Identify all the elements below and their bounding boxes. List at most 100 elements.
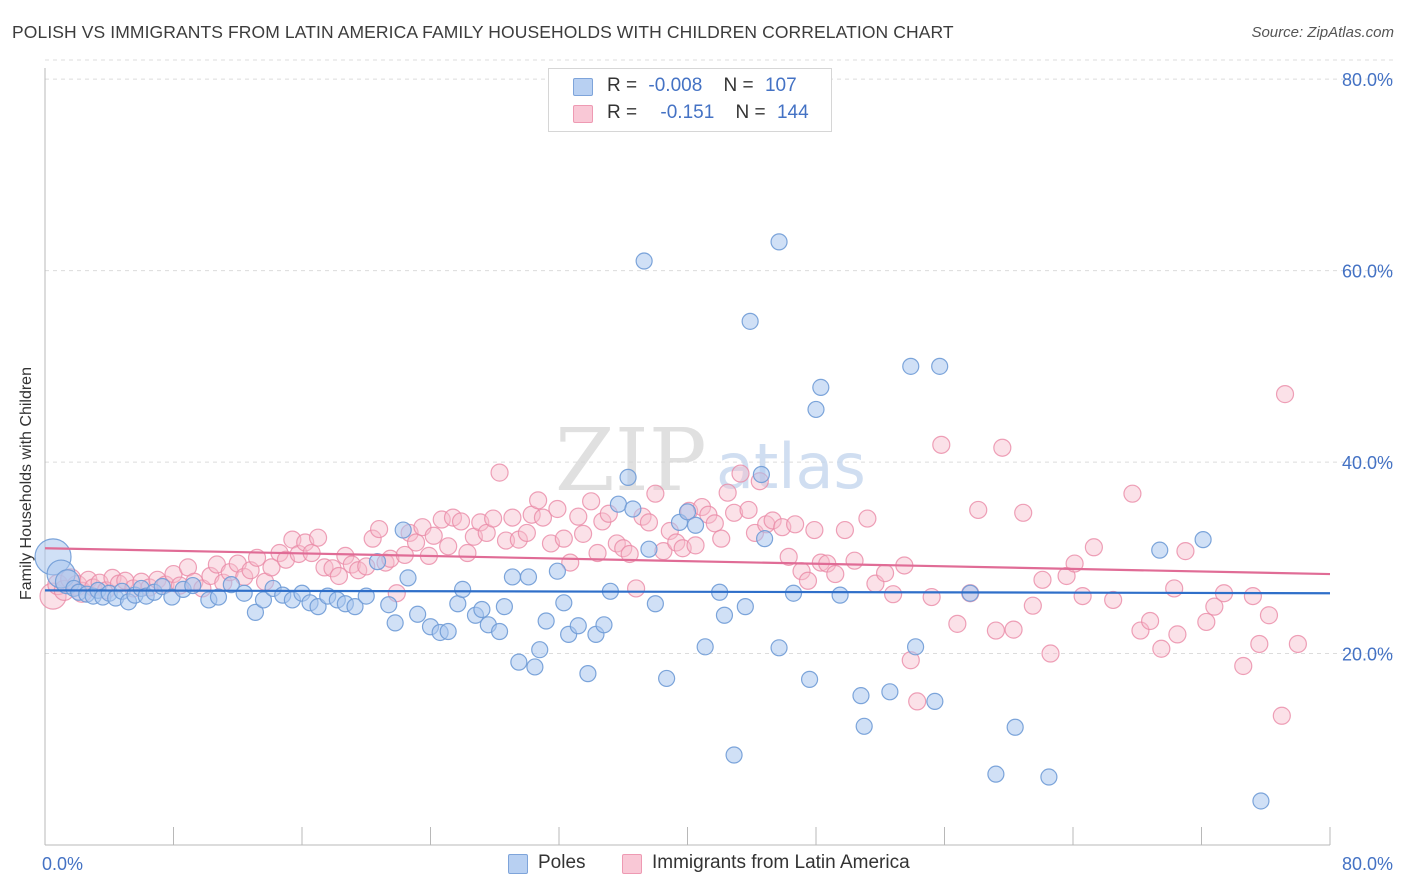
- poles-point: [184, 576, 202, 595]
- latin-point: [718, 483, 737, 502]
- latin-point: [948, 614, 967, 633]
- y-tick-label: 80.0%: [1342, 70, 1393, 90]
- poles-point: [246, 603, 265, 621]
- poles-point: [386, 614, 404, 632]
- trend-line-poles: [44, 589, 1331, 595]
- legend-r-label: R =: [607, 75, 638, 96]
- latin-point: [517, 523, 536, 543]
- y-tick-label: 20.0%: [1342, 645, 1393, 665]
- y-tick-label: 60.0%: [1342, 262, 1393, 282]
- poles-point: [646, 595, 664, 613]
- poles-point: [624, 500, 642, 518]
- poles-point: [906, 638, 925, 656]
- latin-point: [835, 520, 855, 540]
- poles-point: [752, 465, 770, 484]
- latin-point: [262, 558, 281, 577]
- poles-point: [696, 638, 714, 656]
- x-tick-label: 80.0%: [1342, 854, 1393, 874]
- poles-point: [222, 576, 240, 594]
- latin-point: [1123, 484, 1142, 503]
- latin-point: [883, 585, 903, 604]
- poles-point: [1040, 768, 1058, 786]
- latin-point: [1014, 503, 1033, 522]
- latin-point: [986, 621, 1006, 640]
- latin-point: [626, 579, 646, 598]
- latin-point: [686, 536, 705, 555]
- poles-point: [715, 606, 734, 624]
- latin-point: [1205, 597, 1224, 616]
- latin-point: [1272, 706, 1291, 725]
- latin-point: [1033, 570, 1052, 589]
- watermark-zip: ZIP: [555, 411, 707, 511]
- poles-point: [579, 665, 597, 683]
- poles-point: [902, 357, 920, 375]
- poles-point: [368, 553, 387, 571]
- poles-point: [526, 658, 544, 676]
- poles-point: [755, 530, 774, 548]
- legend-n-value: 144: [776, 102, 809, 123]
- latin-point: [484, 509, 503, 528]
- legend-swatch-poles: [573, 78, 593, 96]
- poles-point: [531, 641, 549, 659]
- latin-point: [786, 515, 805, 534]
- poles-point: [800, 670, 819, 688]
- latin-point: [1073, 586, 1092, 606]
- poles-point: [503, 568, 522, 586]
- latin-point: [406, 533, 426, 552]
- poles-point: [770, 639, 788, 657]
- poles-point: [1151, 541, 1169, 559]
- watermark: ZIP atlas: [555, 411, 866, 511]
- poles-point: [454, 580, 472, 598]
- latin-point: [573, 524, 593, 543]
- legend-r-label: R =: [607, 102, 638, 123]
- x-tick-label: 0.0%: [42, 854, 83, 874]
- watermark-atlas: atlas: [716, 430, 866, 503]
- poles-point: [635, 252, 653, 270]
- latin-point: [724, 503, 744, 522]
- poles-point: [609, 495, 628, 513]
- latin-point: [932, 435, 951, 454]
- tick-labels: 20.0% 40.0% 60.0% 80.0% 0.0% 80.0%: [42, 70, 1393, 874]
- poles-point: [490, 622, 509, 641]
- latin-point: [1288, 634, 1307, 654]
- latin-point: [424, 526, 443, 545]
- legend-r-value: -0.008: [648, 75, 703, 96]
- poles-point: [831, 586, 849, 604]
- poles-point: [595, 616, 613, 634]
- axes: [44, 68, 1331, 846]
- y-tick-label: 40.0%: [1342, 453, 1393, 473]
- latin-point: [588, 543, 607, 563]
- poles-point: [812, 378, 830, 397]
- latin-point: [1168, 625, 1187, 644]
- poles-point: [807, 400, 825, 419]
- latin-point: [1140, 611, 1160, 631]
- latin-point: [779, 547, 798, 566]
- latin-point: [1041, 644, 1060, 663]
- latin-point: [308, 528, 328, 547]
- latin-point: [826, 564, 845, 584]
- latin-point: [1275, 385, 1295, 404]
- latin-point: [533, 508, 553, 527]
- latin-point: [439, 537, 458, 556]
- poles-point: [926, 692, 944, 711]
- latin-point: [805, 520, 824, 540]
- poles-point: [309, 598, 327, 616]
- poles-point: [439, 622, 457, 641]
- poles-point: [473, 600, 491, 619]
- latin-point: [582, 492, 601, 511]
- legend-n-label: N =: [723, 75, 754, 96]
- poles-point: [725, 746, 743, 764]
- poles-point: [987, 765, 1005, 783]
- poles-point: [1252, 792, 1270, 810]
- poles-point: [409, 605, 427, 623]
- latin-point: [1152, 639, 1171, 658]
- latin-point: [922, 587, 941, 607]
- trend-line-latin: [44, 547, 1331, 576]
- poles-point: [555, 594, 573, 612]
- legend-r-value: -0.151: [660, 102, 715, 123]
- legend: R = -0.008 N = 107 R = -0.151 N = 144: [548, 68, 832, 132]
- poles-point: [569, 617, 587, 635]
- latin-point: [451, 512, 471, 531]
- poles-point: [380, 596, 398, 614]
